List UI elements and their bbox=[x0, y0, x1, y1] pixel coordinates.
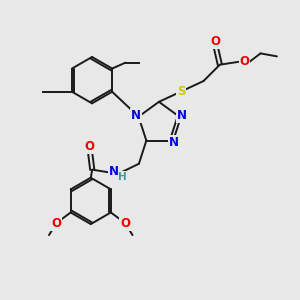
Text: S: S bbox=[177, 85, 185, 98]
Text: O: O bbox=[51, 217, 62, 230]
Text: O: O bbox=[239, 55, 250, 68]
Text: N: N bbox=[169, 136, 179, 148]
Text: N: N bbox=[177, 109, 187, 122]
Text: H: H bbox=[118, 172, 127, 182]
Text: N: N bbox=[131, 109, 141, 122]
Text: O: O bbox=[210, 35, 220, 48]
Text: N: N bbox=[109, 165, 119, 178]
Text: O: O bbox=[85, 140, 95, 153]
Text: O: O bbox=[120, 217, 130, 230]
